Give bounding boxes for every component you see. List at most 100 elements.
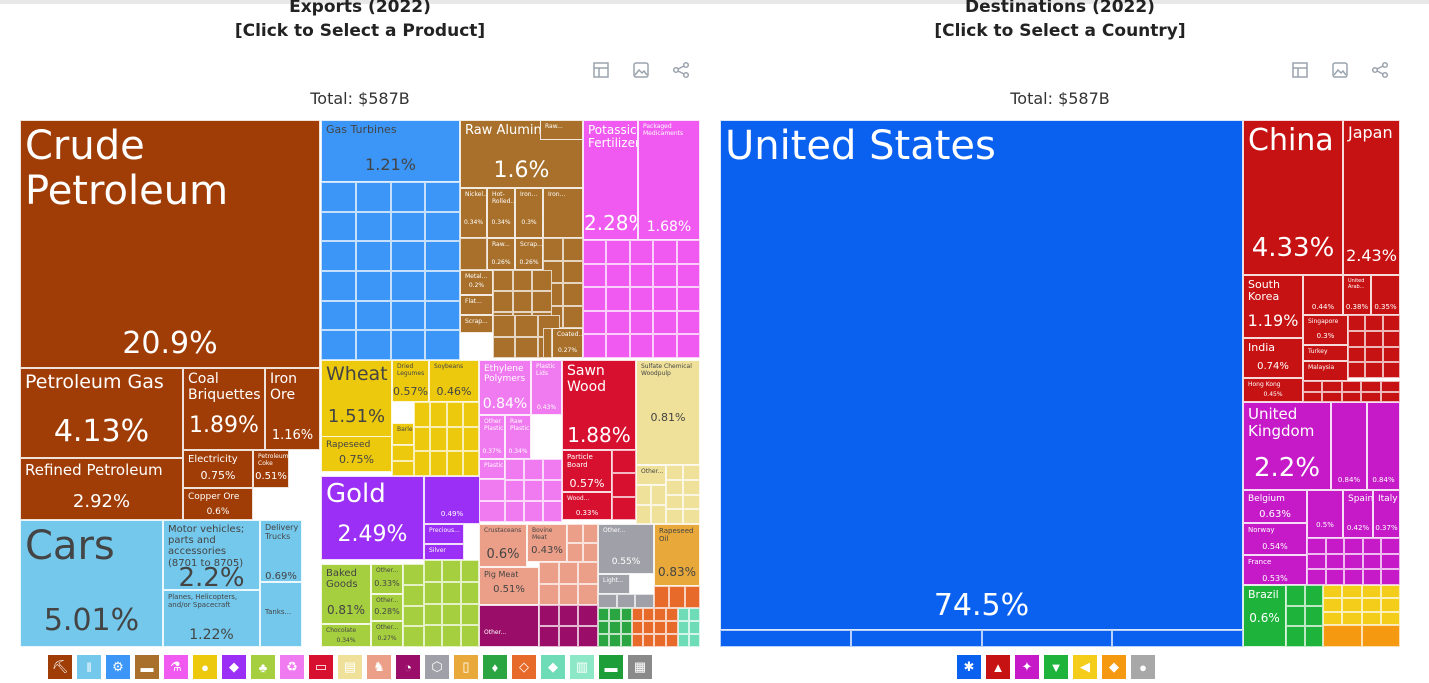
destination-cell-uk[interactable]: United Kingdom 2.2% bbox=[1243, 402, 1331, 490]
export-small-cell[interactable] bbox=[676, 263, 700, 288]
export-cell-motor[interactable]: Motor vehicles; parts and accessories (8… bbox=[163, 520, 260, 590]
export-cell-coal[interactable]: Coal Briquettes 1.89% bbox=[183, 368, 265, 450]
table-icon[interactable] bbox=[1291, 61, 1309, 79]
export-cell-crude[interactable]: Crude Petroleum 20.9% bbox=[20, 120, 320, 368]
wood-products-icon[interactable]: ▭ bbox=[309, 655, 333, 679]
export-cell-gold[interactable]: Gold 2.49% bbox=[321, 476, 424, 560]
destination-cell-singapore[interactable]: Singapore 0.3% bbox=[1303, 315, 1348, 345]
export-small-cell[interactable] bbox=[446, 426, 463, 452]
export-cell-rapeseed[interactable]: Rapeseed 0.75% bbox=[321, 436, 392, 472]
export-cell-delivery[interactable]: Delivery Trucks 0.69% bbox=[260, 520, 302, 582]
export-small-cell[interactable] bbox=[460, 603, 479, 626]
destination-small-cell[interactable] bbox=[1348, 330, 1366, 347]
destination-cell-asia_s1[interactable]: 0.44% bbox=[1303, 275, 1343, 315]
antarctica-icon[interactable]: ● bbox=[1131, 655, 1155, 679]
destination-small-cell[interactable] bbox=[1344, 569, 1363, 585]
destination-small-cell[interactable] bbox=[1361, 598, 1381, 612]
export-small-cell[interactable] bbox=[653, 240, 677, 264]
export-cell-ironx[interactable]: Iron... bbox=[543, 188, 583, 238]
destination-cell-brazil[interactable]: Brazil 0.6% bbox=[1243, 585, 1286, 647]
export-small-cell[interactable] bbox=[442, 581, 461, 604]
export-small-cell[interactable] bbox=[653, 334, 677, 358]
export-small-cell[interactable] bbox=[390, 211, 426, 242]
export-small-cell[interactable] bbox=[515, 315, 538, 337]
arts-antiques-icon[interactable]: ▦ bbox=[628, 655, 652, 679]
export-small-cell[interactable] bbox=[578, 626, 598, 647]
export-small-cell[interactable] bbox=[563, 238, 583, 261]
export-small-cell[interactable] bbox=[563, 305, 583, 328]
export-small-cell[interactable] bbox=[629, 263, 654, 288]
export-small-cell[interactable] bbox=[543, 328, 552, 358]
destination-small-cell[interactable] bbox=[1325, 538, 1345, 554]
export-small-cell[interactable] bbox=[390, 300, 426, 331]
export-small-cell[interactable] bbox=[460, 581, 479, 604]
destination-cell-france[interactable]: France 0.53% bbox=[1243, 555, 1307, 585]
export-small-cell[interactable] bbox=[539, 562, 559, 584]
export-small-cell[interactable] bbox=[403, 584, 424, 606]
export-small-cell[interactable] bbox=[606, 287, 630, 311]
export-small-cell[interactable] bbox=[414, 402, 431, 427]
export-small-cell[interactable] bbox=[578, 605, 598, 626]
export-cell-potassic[interactable]: Potassic Fertilizers 2.28% bbox=[583, 120, 638, 240]
destination-small-cell[interactable] bbox=[1361, 391, 1381, 402]
export-small-cell[interactable] bbox=[424, 560, 443, 582]
destination-small-cell[interactable] bbox=[1341, 391, 1362, 402]
destination-small-cell[interactable] bbox=[1342, 611, 1362, 625]
export-cell-other[interactable]: Other... bbox=[636, 465, 666, 485]
export-cell-pgas[interactable]: Petroleum Gas 4.13% bbox=[20, 368, 183, 458]
export-cell-precious[interactable]: Precious... bbox=[424, 524, 464, 544]
destination-small-cell[interactable] bbox=[1307, 538, 1326, 554]
export-cell-plastlids[interactable]: Plastic Lids 0.43% bbox=[531, 360, 562, 415]
export-small-cell[interactable] bbox=[321, 241, 356, 271]
export-small-cell[interactable] bbox=[609, 621, 621, 634]
export-cell-barley[interactable]: Barley bbox=[392, 423, 414, 445]
export-small-cell[interactable] bbox=[689, 634, 700, 647]
export-cell-pig[interactable]: Pig Meat 0.51% bbox=[479, 567, 539, 605]
vegetable-products-icon[interactable]: ● bbox=[193, 655, 217, 679]
destination-small-cell[interactable] bbox=[1382, 362, 1400, 378]
export-small-cell[interactable] bbox=[390, 271, 426, 301]
export-small-cell[interactable] bbox=[654, 621, 666, 634]
destination-small-cell[interactable] bbox=[981, 630, 1113, 647]
export-small-cell[interactable] bbox=[583, 263, 607, 288]
export-small-cell[interactable] bbox=[666, 479, 683, 495]
export-small-cell[interactable] bbox=[321, 182, 356, 212]
export-small-cell[interactable] bbox=[563, 260, 583, 283]
export-small-cell[interactable] bbox=[606, 263, 630, 288]
destination-small-cell[interactable] bbox=[1342, 585, 1362, 599]
destination-small-cell[interactable] bbox=[1365, 315, 1383, 331]
export-small-cell[interactable] bbox=[643, 608, 654, 621]
export-small-cell[interactable] bbox=[666, 465, 683, 480]
export-small-cell[interactable] bbox=[629, 240, 654, 264]
destination-small-cell[interactable] bbox=[1348, 346, 1366, 363]
destination-small-cell[interactable] bbox=[1322, 391, 1342, 402]
export-cell-planes[interactable]: Planes, Helicopters, and/or Spacecraft 1.… bbox=[163, 590, 260, 647]
export-small-cell[interactable] bbox=[390, 182, 426, 212]
export-small-cell[interactable] bbox=[424, 581, 443, 604]
precious-metals-icon[interactable]: ◆ bbox=[222, 655, 246, 679]
export-small-cell[interactable] bbox=[678, 634, 689, 647]
export-small-cell[interactable] bbox=[355, 330, 391, 360]
export-small-cell[interactable] bbox=[532, 291, 552, 312]
export-small-cell[interactable] bbox=[632, 608, 643, 621]
export-small-cell[interactable] bbox=[666, 494, 683, 510]
export-small-cell[interactable] bbox=[515, 336, 538, 358]
export-small-cell[interactable] bbox=[505, 480, 524, 501]
export-small-cell[interactable] bbox=[425, 241, 460, 271]
export-small-cell[interactable] bbox=[425, 182, 460, 212]
destination-small-cell[interactable] bbox=[1365, 362, 1383, 378]
destination-cell-italy[interactable]: Italy 0.37% bbox=[1373, 490, 1400, 538]
export-small-cell[interactable] bbox=[425, 300, 460, 331]
export-cell-dried[interactable]: Dried Legumes 0.57% bbox=[392, 360, 429, 402]
destination-cell-belgium[interactable]: Belgium 0.63% bbox=[1243, 490, 1307, 523]
destination-small-cell[interactable] bbox=[1381, 538, 1400, 554]
export-small-cell[interactable] bbox=[462, 426, 479, 452]
export-cell-othplast[interactable]: Other Plastic... 0.37% bbox=[479, 415, 505, 459]
destination-cell-eu_s2[interactable]: 0.84% bbox=[1367, 402, 1400, 490]
export-cell-metal[interactable]: Metal... 0.2% bbox=[460, 270, 493, 295]
chemical-products-icon[interactable]: ⚗ bbox=[164, 655, 188, 679]
export-small-cell[interactable] bbox=[666, 509, 683, 524]
share-icon[interactable] bbox=[1371, 61, 1389, 79]
export-small-cell[interactable] bbox=[654, 608, 666, 621]
export-cell-tanks[interactable]: Tanks... bbox=[260, 582, 302, 647]
